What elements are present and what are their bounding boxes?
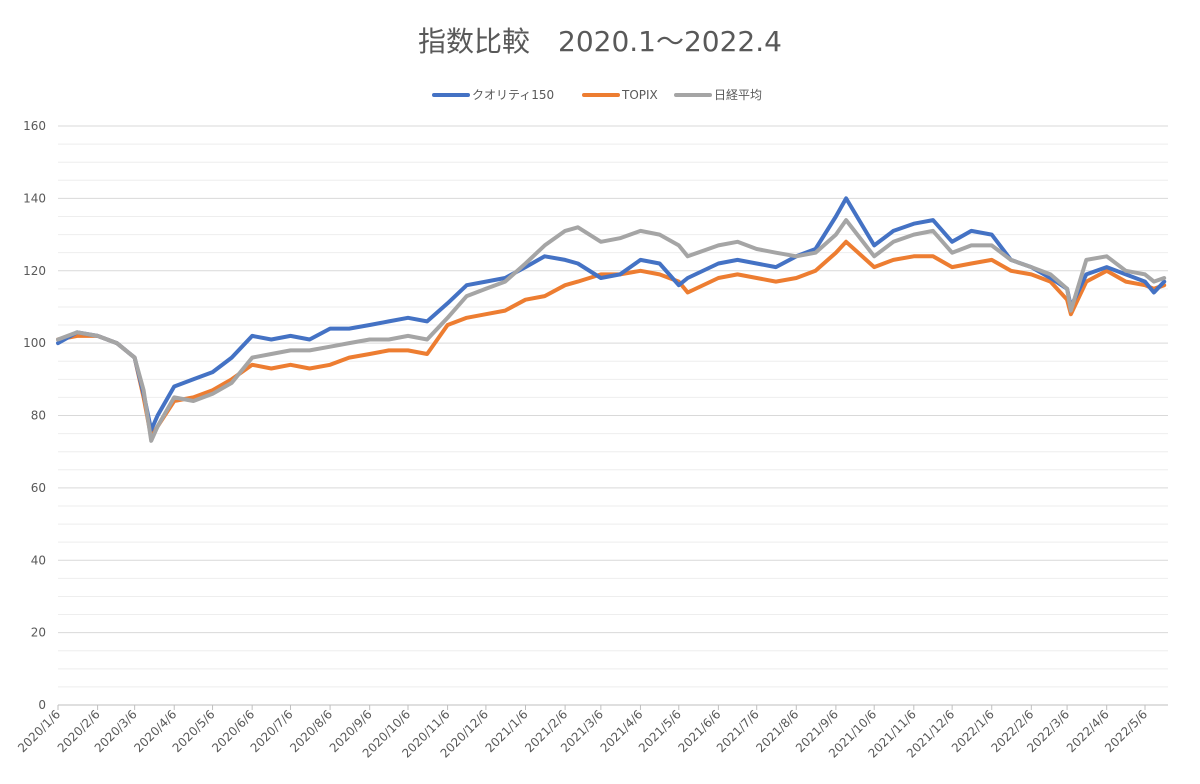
y-tick-label: 120 — [23, 264, 46, 278]
legend: クオリティ150 TOPIX 日経平均 — [432, 88, 762, 102]
y-axis-ticks: 0 20 40 60 80 100 120 140 160 — [23, 119, 46, 712]
legend-label-quality: クオリティ150 — [472, 88, 554, 102]
series-lines — [56, 196, 1167, 443]
y-tick-label: 100 — [23, 336, 46, 350]
y-tick-label: 0 — [38, 698, 46, 712]
chart-title: 指数比較 2020.1～2022.4 — [418, 25, 782, 58]
legend-label-nikkei: 日経平均 — [714, 88, 762, 102]
legend-label-topix: TOPIX — [621, 88, 658, 102]
y-tick-label: 140 — [23, 191, 46, 205]
gridlines — [58, 125, 1168, 706]
y-tick-label: 40 — [31, 553, 46, 567]
y-tick-label: 20 — [31, 626, 46, 640]
y-tick-label: 60 — [31, 481, 46, 495]
y-tick-label: 160 — [23, 119, 46, 133]
y-tick-label: 80 — [31, 409, 46, 423]
series-line-nikkei — [56, 218, 1167, 443]
